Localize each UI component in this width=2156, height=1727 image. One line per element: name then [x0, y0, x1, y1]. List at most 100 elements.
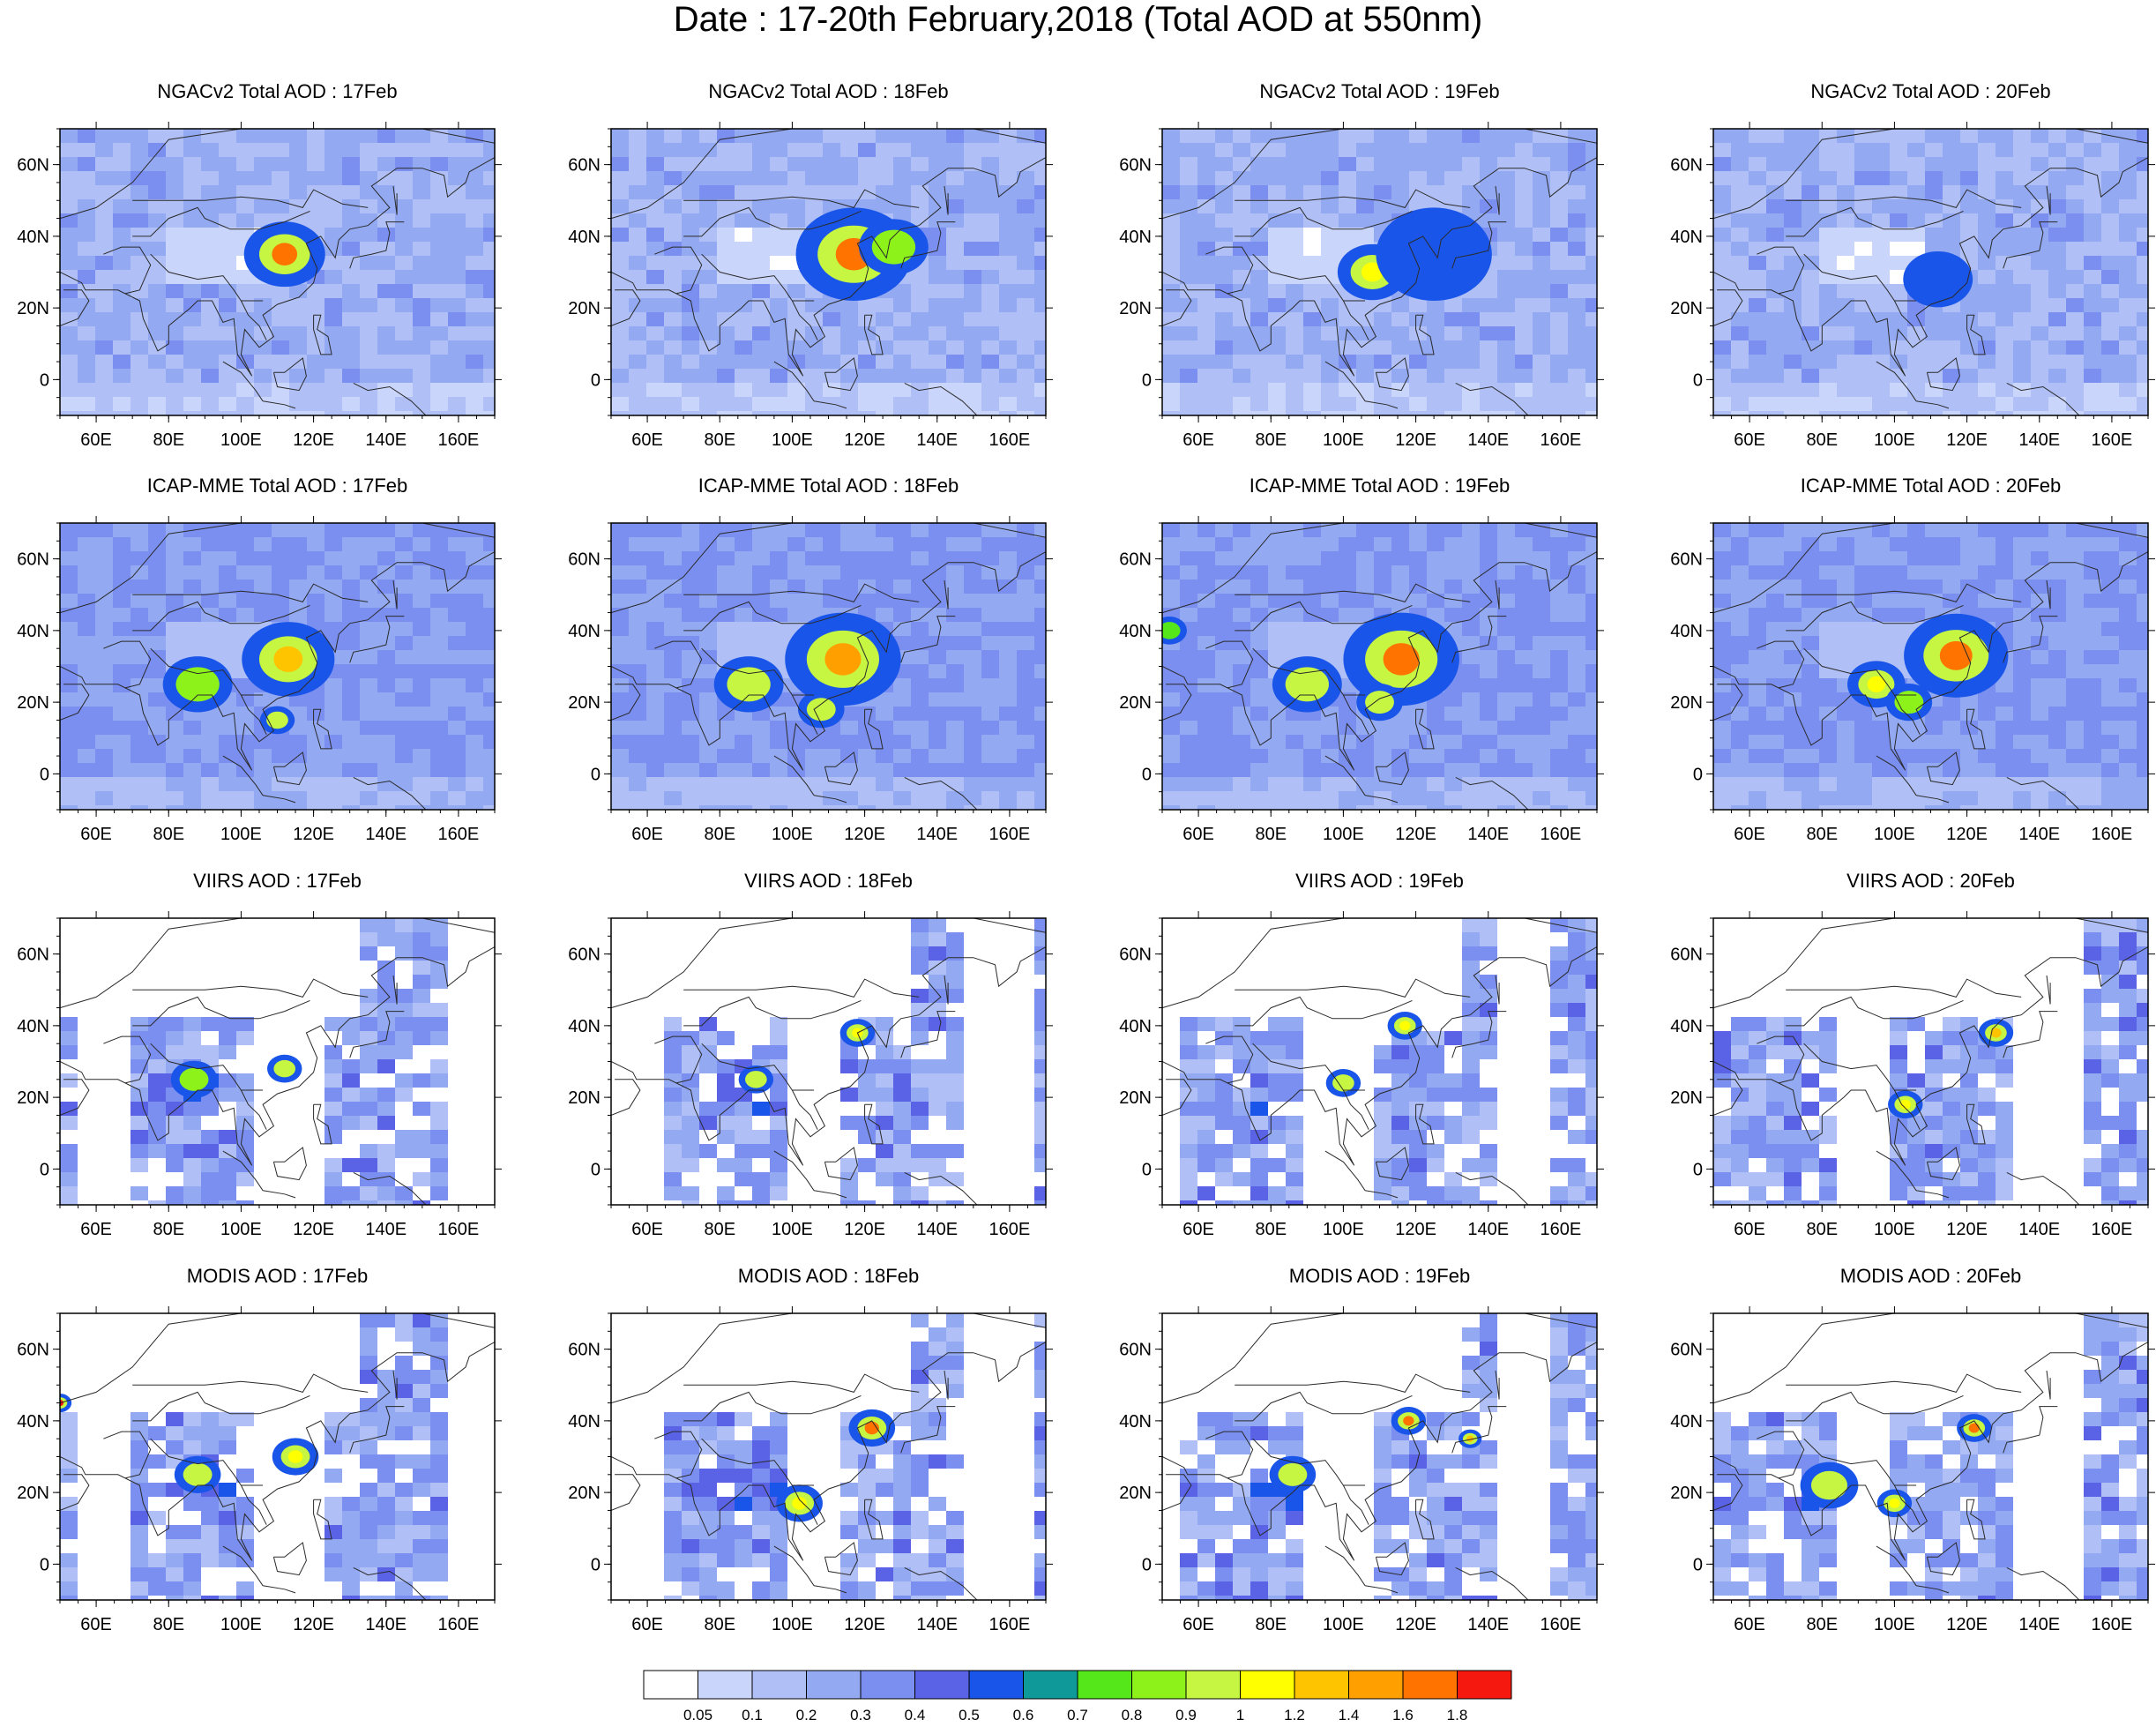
aod-cell: [1784, 284, 1802, 298]
aod-cell: [2013, 749, 2031, 763]
aod-cell: [1462, 340, 1480, 355]
aod-cell: [682, 284, 699, 298]
aod-cell: [1339, 551, 1356, 565]
aod-cell: [148, 199, 166, 213]
aod-cell: [1819, 397, 1837, 411]
aod-cell: [1585, 706, 1597, 721]
aod-cell: [787, 579, 805, 594]
aod-cell: [2119, 791, 2137, 805]
aod-cell: [2137, 157, 2148, 171]
aod-cell: [1356, 579, 1374, 594]
aod-cell: [483, 355, 495, 369]
aod-cell: [1996, 622, 2013, 636]
aod-cell: [735, 636, 752, 650]
aod-cell: [466, 298, 483, 312]
aod-cell: [876, 411, 893, 415]
aod-cell: [430, 918, 448, 932]
aod-cell: [1374, 721, 1391, 735]
aod-cell: [1427, 523, 1444, 537]
aod-cell: [1749, 749, 1766, 763]
aod-cell: [78, 622, 95, 636]
aod-cell: [1233, 594, 1250, 608]
aod-cell: [1034, 129, 1046, 143]
aod-cell: [377, 397, 395, 411]
aod-cell: [183, 763, 201, 777]
aod-cell: [911, 551, 929, 565]
aod-cell: [1180, 369, 1197, 383]
aod-cell: [1568, 678, 1585, 692]
aod-cell: [1180, 565, 1197, 579]
aod-cell: [682, 636, 699, 650]
aod-cell: [1585, 284, 1597, 298]
aod-cell: [682, 579, 699, 594]
aod-cell: [699, 129, 717, 143]
aod-cell: [1480, 777, 1497, 791]
aod-cell: [1731, 537, 1749, 551]
aod-cell: [735, 777, 752, 791]
aod-cell: [360, 284, 377, 298]
aod-cell: [483, 636, 495, 650]
aod-cell: [1872, 805, 1890, 810]
aod-cell: [219, 355, 236, 369]
aod-cell: [1233, 284, 1250, 298]
aod-cell: [646, 157, 664, 171]
aod-cell: [2101, 199, 2119, 213]
panel-title: VIIRS AOD : 17Feb: [193, 870, 362, 892]
aod-cell: [325, 678, 342, 692]
aod-cell: [2101, 312, 2119, 326]
aod-cell: [964, 777, 981, 791]
aod-cell: [1996, 355, 2013, 369]
aod-cell: [377, 312, 395, 326]
aod-cell: [2119, 608, 2137, 622]
aod-cell: [2101, 355, 2119, 369]
aod-cell: [1017, 721, 1034, 735]
aod-cell: [1180, 678, 1197, 692]
aod-cell: [1268, 565, 1286, 579]
aod-cell: [2048, 340, 2066, 355]
aod-cell: [752, 355, 770, 369]
aod-cell: [1731, 594, 1749, 608]
coastline: [824, 751, 858, 786]
aod-cell: [1568, 523, 1585, 537]
aod-cell: [823, 185, 840, 199]
aod-cell: [1286, 397, 1303, 411]
aod-cell: [2137, 551, 2148, 565]
aod-cell: [611, 228, 629, 242]
aod-cell: [1268, 805, 1286, 810]
aod-cell: [448, 777, 466, 791]
aod-cell: [1497, 397, 1515, 411]
aod-cell: [325, 369, 342, 383]
aod-cell: [377, 565, 395, 579]
aod-cell: [1356, 777, 1374, 791]
aod-cell: [946, 157, 964, 171]
aod-cell: [1374, 312, 1391, 326]
aod-cell: [911, 537, 929, 551]
aod-cell: [893, 579, 911, 594]
aod-cell: [946, 326, 964, 340]
aod-cell: [1321, 565, 1339, 579]
panel-title: ICAP-MME Total AOD : 20Feb: [1800, 475, 2062, 497]
aod-cell: [1925, 340, 1943, 355]
aod-cell: [646, 523, 664, 537]
aod-cell: [752, 565, 770, 579]
coastline: [1893, 300, 1921, 340]
aod-cell: [1321, 199, 1339, 213]
x-tick-label: 120E: [1946, 430, 1988, 450]
aod-cell: [611, 594, 629, 608]
aod-cell: [999, 312, 1017, 326]
aod-cell: [1872, 157, 1890, 171]
aod-cell: [1250, 129, 1268, 143]
aod-cell: [893, 143, 911, 157]
aod-cell: [823, 579, 840, 594]
aod-cell: [1197, 129, 1215, 143]
aod-cell: [735, 143, 752, 157]
aod-cell: [999, 749, 1017, 763]
aod-cell: [805, 565, 823, 579]
aod-cell: [1497, 340, 1515, 355]
aod-cell: [1497, 721, 1515, 735]
aod-cell: [2119, 143, 2137, 157]
coastline: [1205, 246, 1254, 295]
aod-cell: [611, 171, 629, 185]
aod-cell: [272, 777, 289, 791]
y-tick-label: 60N: [17, 550, 49, 570]
